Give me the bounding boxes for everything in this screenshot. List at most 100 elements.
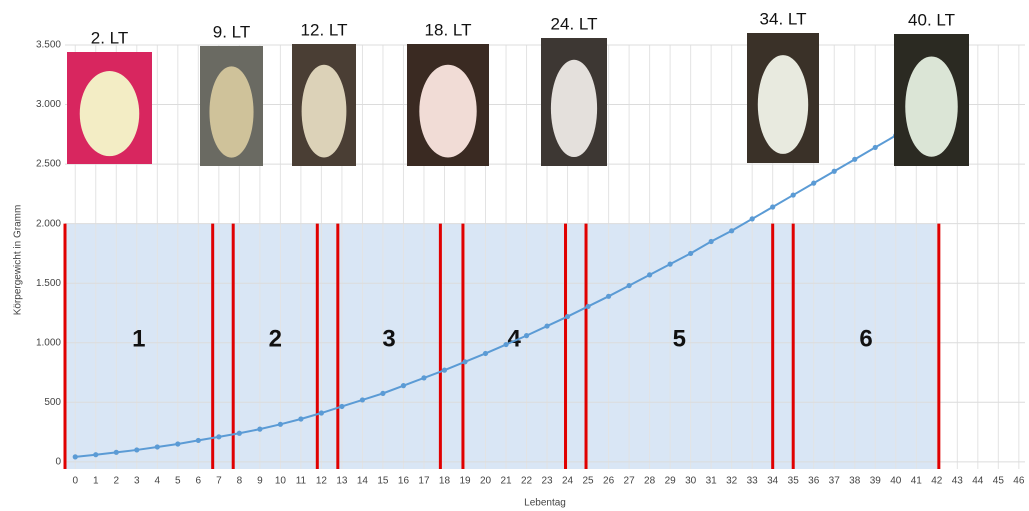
x-tick-label: 27 — [624, 476, 636, 487]
photo-bird — [905, 56, 958, 156]
x-tick-label: 12 — [316, 476, 328, 487]
x-tick-label: 20 — [480, 476, 492, 487]
x-tick-label: 46 — [1013, 476, 1025, 487]
data-point — [606, 294, 611, 299]
y-tick-label: 1.000 — [36, 337, 61, 348]
x-tick-label: 0 — [72, 476, 78, 487]
x-tick-label: 42 — [931, 476, 943, 487]
x-tick-label: 40 — [890, 476, 902, 487]
x-tick-label: 25 — [583, 476, 595, 487]
x-tick-label: 24 — [562, 476, 574, 487]
photo-label: 24. LT — [551, 14, 598, 33]
data-point — [709, 239, 714, 244]
x-tick-label: 10 — [275, 476, 287, 487]
x-tick-label: 31 — [706, 476, 718, 487]
photo-bird — [419, 65, 476, 158]
data-point — [585, 304, 590, 309]
data-point — [483, 351, 488, 356]
data-point — [196, 438, 201, 443]
x-tick-label: 14 — [357, 476, 369, 487]
data-point — [852, 157, 857, 162]
x-tick-label: 38 — [849, 476, 861, 487]
data-point — [93, 452, 98, 457]
x-tick-label: 11 — [296, 476, 307, 487]
photo-bird — [758, 55, 808, 154]
y-tick-label: 2.000 — [36, 218, 61, 229]
data-point — [544, 323, 549, 328]
data-point — [401, 383, 406, 388]
data-point — [155, 444, 160, 449]
photo-bird — [302, 65, 347, 158]
photo-label: 34. LT — [760, 9, 807, 28]
x-axis-label: Lebentag — [524, 498, 566, 509]
data-point — [257, 427, 262, 432]
x-tick-label: 23 — [541, 476, 553, 487]
x-tick-label: 33 — [747, 476, 759, 487]
x-tick-label: 2 — [114, 476, 120, 487]
x-tick-label: 36 — [808, 476, 820, 487]
data-point — [360, 397, 365, 402]
data-point — [134, 447, 139, 452]
y-tick-label: 3.500 — [36, 40, 61, 51]
data-point — [873, 145, 878, 150]
x-tick-label: 35 — [788, 476, 800, 487]
data-point — [729, 228, 734, 233]
x-tick-label: 28 — [644, 476, 656, 487]
data-point — [73, 454, 78, 459]
y-axis-label: Körpergewicht in Gramm — [13, 205, 24, 316]
data-point — [278, 422, 283, 427]
x-tick-label: 45 — [993, 476, 1005, 487]
data-point — [319, 410, 324, 415]
phase-label: 2 — [269, 325, 282, 352]
photo-label: 9. LT — [213, 22, 250, 41]
data-point — [380, 391, 385, 396]
x-tick-label: 4 — [155, 476, 161, 487]
data-point — [421, 375, 426, 380]
phase-label: 5 — [673, 325, 686, 352]
data-point — [668, 262, 673, 267]
photo-label: 40. LT — [908, 10, 955, 29]
data-point — [114, 450, 119, 455]
data-point — [237, 431, 242, 436]
photo-bird — [209, 66, 253, 157]
x-tick-label: 22 — [521, 476, 533, 487]
data-point — [216, 434, 221, 439]
data-point — [647, 272, 652, 277]
x-tick-label: 41 — [911, 476, 923, 487]
data-point — [565, 314, 570, 319]
x-tick-label: 43 — [952, 476, 964, 487]
phase-label: 1 — [132, 325, 145, 352]
x-tick-label: 32 — [726, 476, 738, 487]
x-tick-label: 15 — [377, 476, 389, 487]
data-point — [791, 192, 796, 197]
x-tick-label: 8 — [237, 476, 243, 487]
x-tick-label: 34 — [767, 476, 779, 487]
x-tick-label: 29 — [665, 476, 677, 487]
data-point — [503, 342, 508, 347]
photo-label: 2. LT — [91, 28, 128, 47]
x-tick-label: 30 — [685, 476, 697, 487]
photo-bird — [80, 71, 140, 156]
data-point — [298, 416, 303, 421]
photo-label: 12. LT — [301, 20, 348, 39]
x-tick-label: 7 — [216, 476, 222, 487]
x-tick-label: 6 — [196, 476, 202, 487]
x-tick-label: 37 — [829, 476, 841, 487]
x-tick-label: 9 — [257, 476, 263, 487]
y-tick-label: 2.500 — [36, 159, 61, 170]
data-point — [627, 283, 632, 288]
y-tick-label: 1.500 — [36, 278, 61, 289]
phase-label: 6 — [859, 325, 872, 352]
x-tick-label: 17 — [418, 476, 430, 487]
photo-bird — [551, 60, 597, 157]
data-point — [524, 333, 529, 338]
y-tick-label: 0 — [55, 456, 61, 467]
x-tick-label: 13 — [336, 476, 348, 487]
data-point — [750, 216, 755, 221]
chart: Körpergewicht in Gramm Lebentag 01234567… — [0, 0, 1029, 511]
x-tick-label: 19 — [459, 476, 471, 487]
x-tick-label: 21 — [500, 476, 512, 487]
x-tick-label: 3 — [134, 476, 140, 487]
x-tick-label: 1 — [93, 476, 99, 487]
data-point — [175, 441, 180, 446]
